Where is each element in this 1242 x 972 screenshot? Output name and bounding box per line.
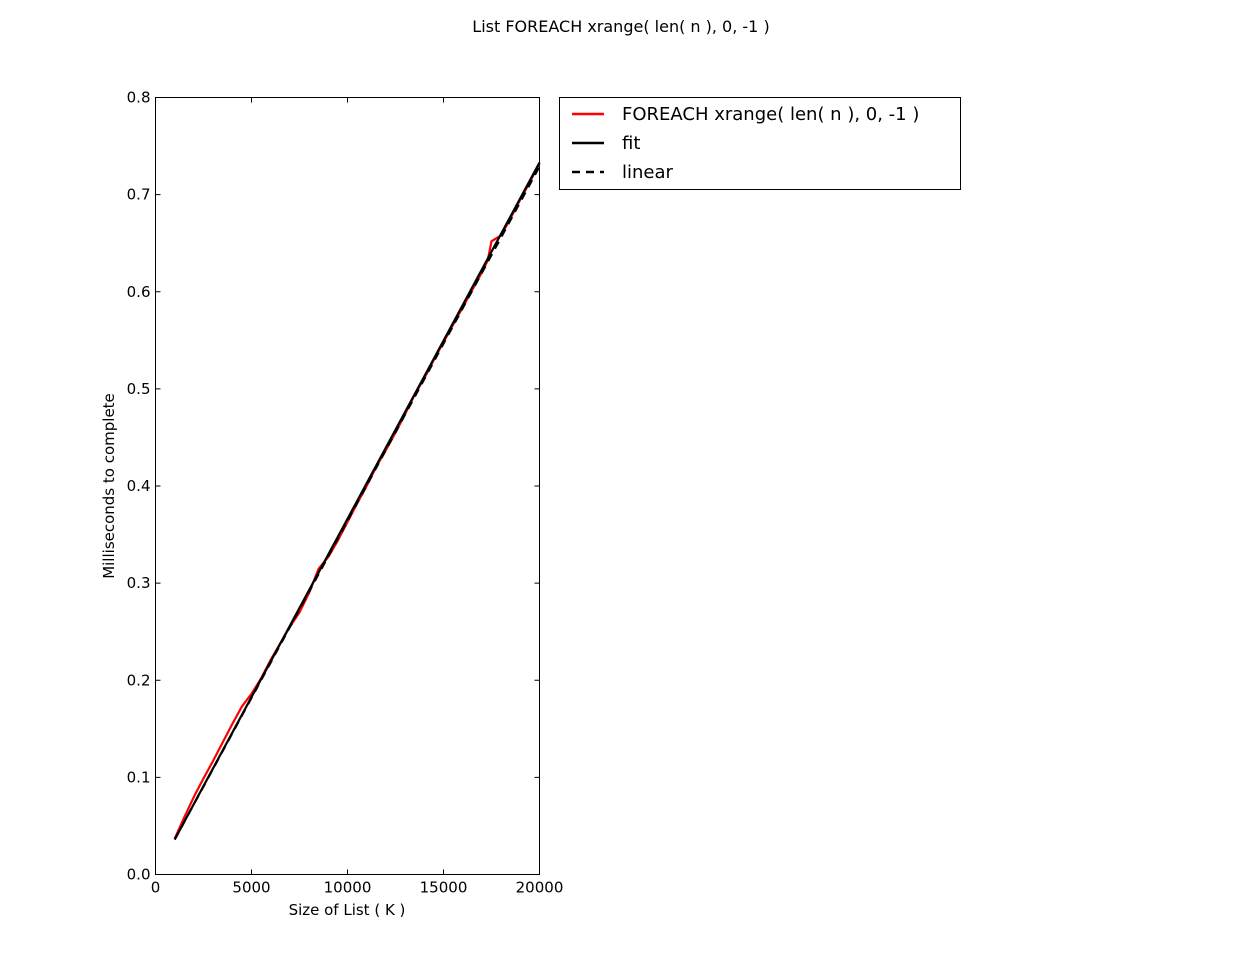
y-axis: 0.0 0.1 0.2 0.3 0.4 0.5 0.6 0.7 0.8 bbox=[127, 89, 540, 884]
legend-label: fit bbox=[622, 133, 640, 154]
y-tick-label: 0.8 bbox=[127, 89, 151, 107]
y-axis-label: Milliseconds to complete bbox=[100, 393, 118, 579]
series-layer bbox=[173, 162, 541, 841]
x-tick-label: 0 bbox=[151, 879, 161, 897]
y-tick-label: 0.6 bbox=[127, 283, 151, 301]
legend-label: linear bbox=[622, 162, 674, 183]
y-tick-label: 0.0 bbox=[127, 866, 151, 884]
y-tick-label: 0.7 bbox=[127, 186, 151, 204]
plot-frame bbox=[155, 97, 540, 875]
x-axis-label: Size of List ( K ) bbox=[289, 901, 406, 919]
x-tick-label: 15000 bbox=[420, 879, 468, 897]
chart-title: List FOREACH xrange( len( n ), 0, -1 ) bbox=[472, 17, 769, 36]
y-tick-label: 0.2 bbox=[127, 671, 151, 689]
x-tick-label: 20000 bbox=[516, 879, 564, 897]
y-tick-label: 0.3 bbox=[127, 574, 151, 592]
y-tick-label: 0.1 bbox=[127, 768, 151, 786]
x-tick-label: 10000 bbox=[324, 879, 372, 897]
x-axis: 0 5000 10000 15000 20000 bbox=[151, 97, 564, 897]
legend: FOREACH xrange( len( n ), 0, -1 ) fit line… bbox=[559, 97, 961, 190]
x-tick-label: 5000 bbox=[232, 879, 270, 897]
series-line-linear bbox=[173, 165, 541, 841]
y-tick-label: 0.5 bbox=[127, 380, 151, 398]
legend-frame bbox=[559, 97, 961, 190]
legend-label: FOREACH xrange( len( n ), 0, -1 ) bbox=[622, 104, 919, 125]
plot-area bbox=[155, 97, 541, 875]
y-tick-label: 0.4 bbox=[127, 477, 151, 495]
